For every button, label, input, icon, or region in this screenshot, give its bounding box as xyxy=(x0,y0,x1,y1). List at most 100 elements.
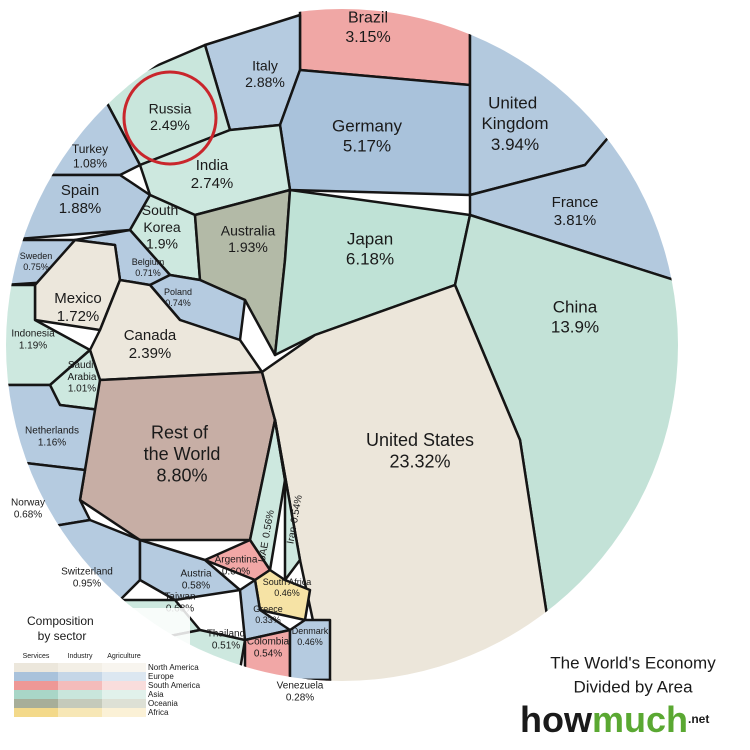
value-label: 0.71% xyxy=(135,268,161,278)
legend-region: Asia xyxy=(148,690,164,699)
country-name: Denmark xyxy=(292,626,329,636)
legend-title-line: Composition xyxy=(27,614,97,628)
country-name: Japan xyxy=(347,229,393,248)
value-label: 1.88% xyxy=(59,200,102,217)
country-name: Norway xyxy=(11,498,45,509)
title-line: Divided by Area xyxy=(573,677,693,696)
name-line: Kingdom xyxy=(481,114,548,133)
country-name: South Africa xyxy=(263,577,312,587)
legend-swatch xyxy=(102,672,146,681)
value-label: 2.88% xyxy=(245,74,285,90)
highlight-circle xyxy=(122,70,218,166)
legend-swatch xyxy=(58,663,102,672)
country-cell xyxy=(238,578,292,642)
country-name: Switzerland xyxy=(61,567,113,578)
value-label: 2.39% xyxy=(129,345,172,362)
value-label: 0.46% xyxy=(297,637,323,647)
country-name: Argentina xyxy=(215,555,258,566)
value-label: 0.51% xyxy=(212,641,240,652)
country-name: Poland xyxy=(164,287,192,297)
value-label: 0.28% xyxy=(286,693,314,704)
country-name: United Kingdom xyxy=(481,94,548,133)
legend-title: Composition by sector xyxy=(27,614,97,643)
brand-part: much xyxy=(592,699,688,740)
value-label: 8.80% xyxy=(156,465,207,485)
rotated-label: Iran 0.54% xyxy=(285,494,304,545)
value-label: 0.46% xyxy=(274,588,300,598)
country-name: Brazil xyxy=(348,10,388,27)
country-name: Mexico xyxy=(54,290,102,307)
value-label: 1.01% xyxy=(68,384,96,395)
legend-swatch xyxy=(102,690,146,699)
legend-region: Europe xyxy=(148,672,174,681)
name-line: Arabia xyxy=(68,372,97,383)
value-label: 3.81% xyxy=(554,212,597,229)
legend-region: Africa xyxy=(148,708,169,717)
legend-region: South America xyxy=(148,681,201,690)
country-name: UAE xyxy=(257,541,271,563)
country-name: Germany xyxy=(332,116,402,135)
value-label: 1.93% xyxy=(228,239,268,255)
value-label: 1.72% xyxy=(57,308,100,325)
value-label: 5.17% xyxy=(343,137,391,156)
rotated-label: UAE 0.56% xyxy=(257,509,277,563)
legend-swatch xyxy=(58,681,102,690)
value-label: 1.9% xyxy=(146,236,178,252)
legend-swatch xyxy=(14,690,58,699)
legend-swatch xyxy=(14,708,58,717)
country-name: Turkey xyxy=(72,142,108,156)
country-name: France xyxy=(552,194,599,211)
legend-region: North America xyxy=(148,663,199,672)
cells xyxy=(6,9,678,681)
value-label: 0.33% xyxy=(255,615,281,625)
legend-swatch xyxy=(102,708,146,717)
value-label: 0.74% xyxy=(165,298,191,308)
country-cell xyxy=(288,618,332,681)
country-name: Indonesia xyxy=(11,329,55,340)
value-label: 23.32% xyxy=(389,452,450,472)
country-name: Netherlands xyxy=(25,426,79,437)
legend-swatch xyxy=(14,672,58,681)
legend-swatch xyxy=(102,663,146,672)
name-line: the World xyxy=(144,444,221,464)
value-label: 0.54% xyxy=(254,649,282,660)
legend: Composition by sector Services Industry Agr… xyxy=(10,608,201,728)
country-name: Australia xyxy=(221,222,276,238)
name-line: United xyxy=(488,94,542,113)
value-label: 0.68% xyxy=(14,510,42,521)
country-name: Italy xyxy=(252,57,278,73)
legend-sector: Agriculture xyxy=(107,653,141,660)
legend-region: Oceania xyxy=(148,699,178,708)
country-name: Sweden xyxy=(20,251,53,261)
name-line: Saudi xyxy=(68,360,96,371)
value-label: 2.74% xyxy=(191,175,234,192)
country-name: Russia xyxy=(149,100,192,116)
title-line: The World's Economy xyxy=(550,653,716,672)
country-cell xyxy=(6,518,142,612)
country-name: Iran xyxy=(285,526,299,545)
legend-swatch xyxy=(58,708,102,717)
brand-part: .net xyxy=(688,712,709,726)
country-name: India xyxy=(196,157,229,174)
name-line: South xyxy=(142,202,182,218)
country-cell xyxy=(138,538,242,602)
country-name: Taiwan xyxy=(164,592,195,603)
legend-swatch xyxy=(14,663,58,672)
country-name: Rest of the World xyxy=(144,422,221,464)
country-cell xyxy=(278,68,472,197)
value-label: 1.16% xyxy=(38,438,66,449)
legend-swatch xyxy=(14,681,58,690)
name-line: Rest of xyxy=(151,422,213,442)
value-label: 6.18% xyxy=(346,250,394,269)
legend-sector: Services xyxy=(23,653,50,660)
country-name: Austria xyxy=(180,569,212,580)
value-label: 0.56% xyxy=(261,509,277,539)
legend-swatch xyxy=(14,699,58,708)
country-name: China xyxy=(553,297,598,316)
country-name: Canada xyxy=(124,327,177,344)
brand: howmuch.net xyxy=(520,699,709,740)
value-label: 3.15% xyxy=(345,29,390,46)
country-name: Thailand xyxy=(207,629,245,640)
